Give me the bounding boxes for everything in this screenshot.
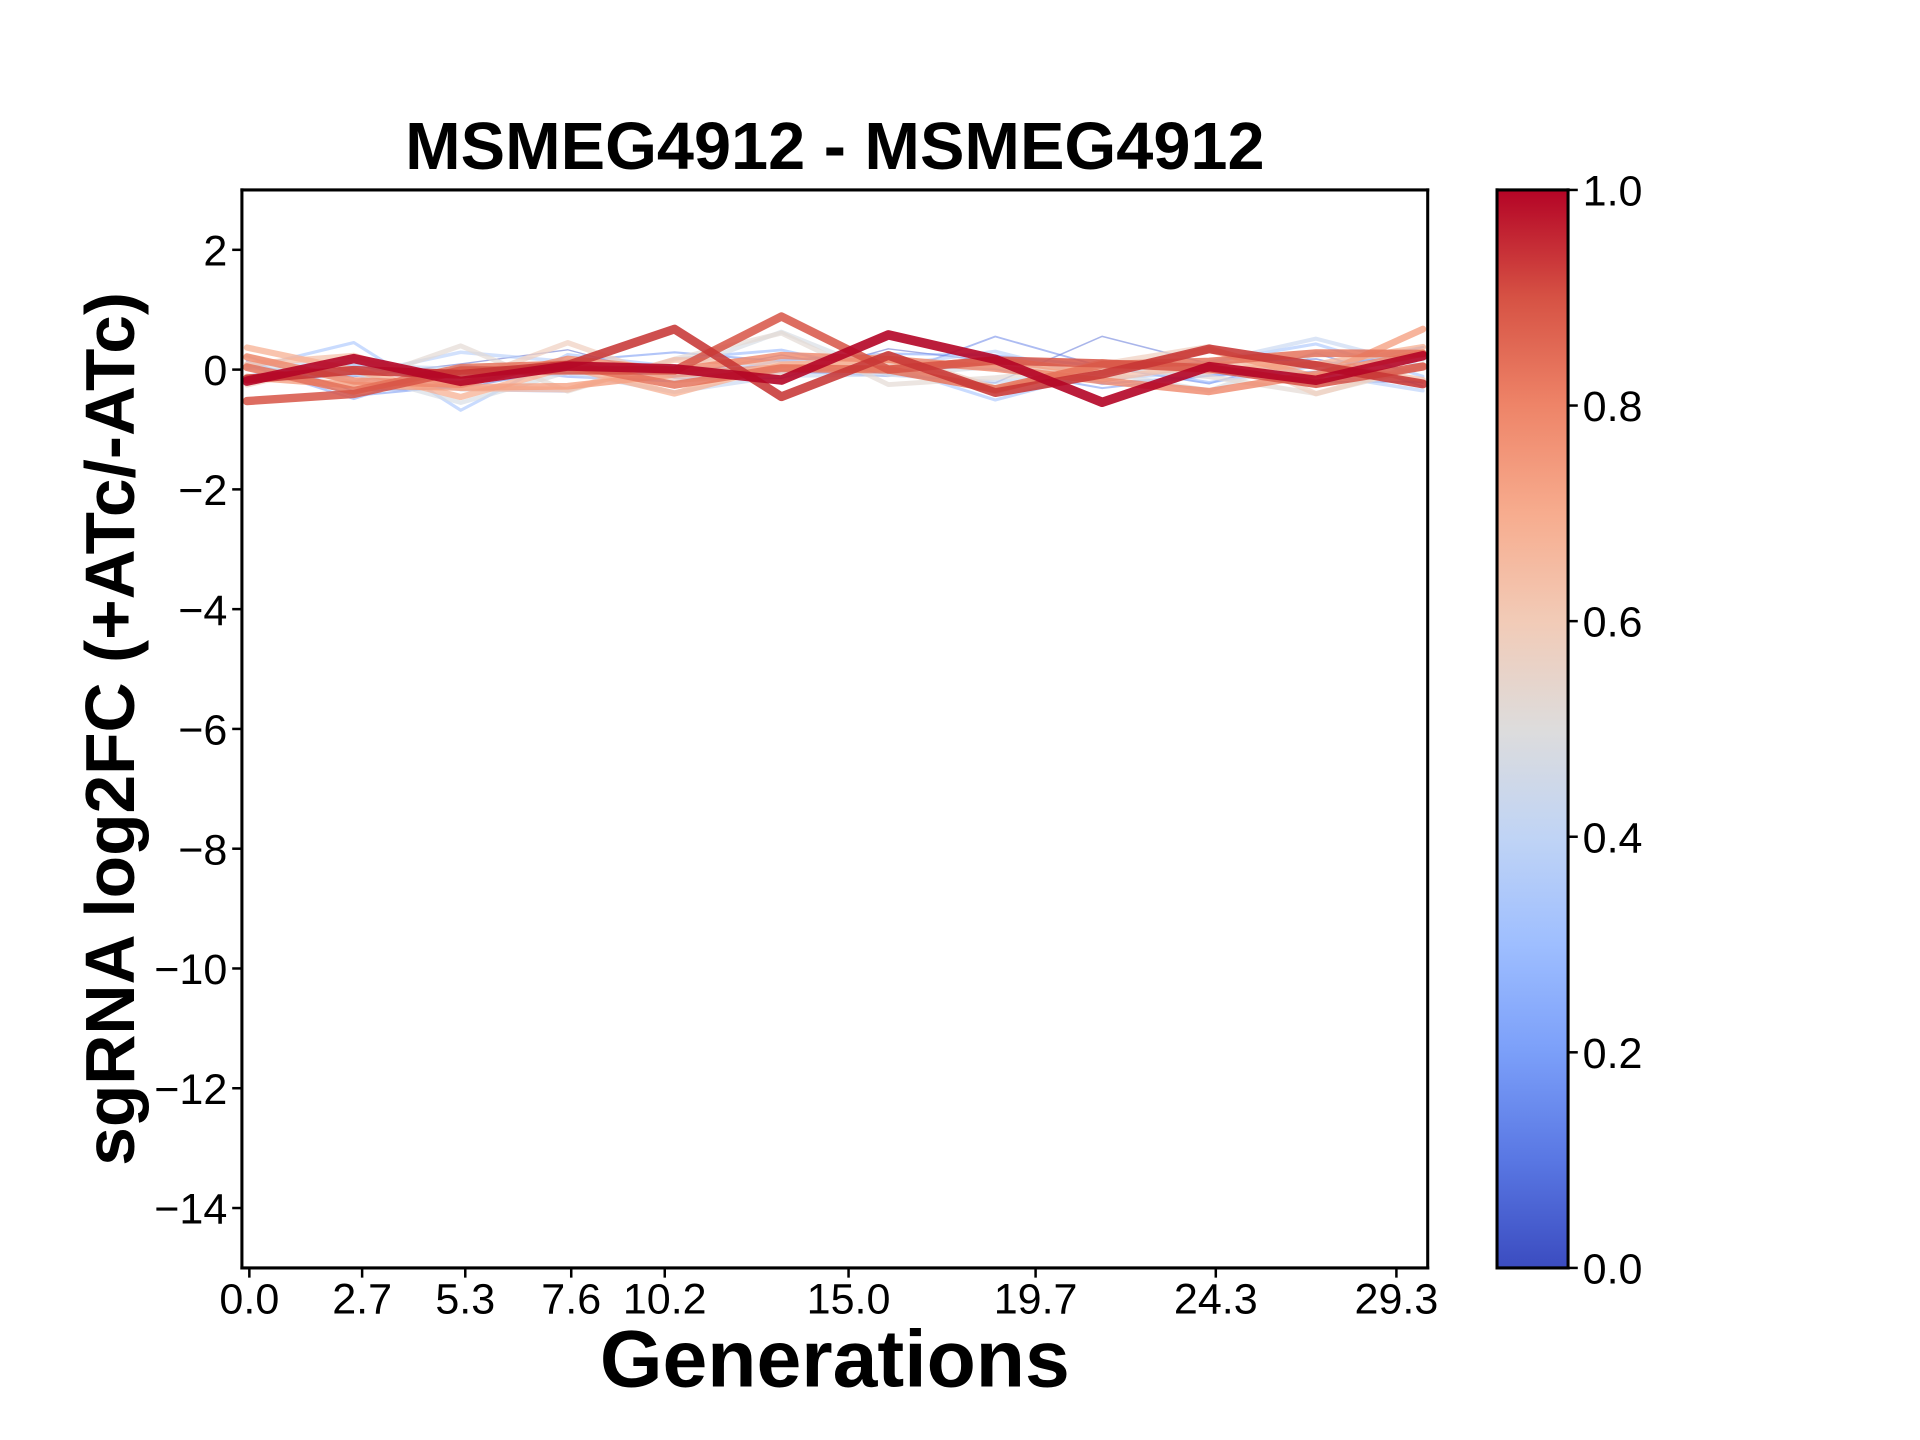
svg-text:−10: −10 xyxy=(154,946,227,994)
svg-text:−12: −12 xyxy=(154,1066,227,1114)
svg-text:7.6: 7.6 xyxy=(541,1276,601,1324)
svg-text:−4: −4 xyxy=(178,587,227,635)
svg-text:−2: −2 xyxy=(178,467,227,515)
svg-text:2.7: 2.7 xyxy=(332,1276,392,1324)
svg-text:24.3: 24.3 xyxy=(1174,1276,1258,1324)
svg-text:0.2: 0.2 xyxy=(1583,1030,1643,1078)
svg-text:sgRNA log2FC (+ATc/-ATc): sgRNA log2FC (+ATc/-ATc) xyxy=(71,292,149,1166)
svg-text:1.0: 1.0 xyxy=(1583,168,1643,216)
svg-text:−14: −14 xyxy=(154,1186,227,1234)
svg-text:0.4: 0.4 xyxy=(1583,814,1643,862)
svg-text:−8: −8 xyxy=(178,826,227,874)
svg-text:MSMEG4912 - MSMEG4912: MSMEG4912 - MSMEG4912 xyxy=(405,110,1264,184)
svg-text:0.0: 0.0 xyxy=(219,1276,279,1324)
svg-text:2: 2 xyxy=(203,227,227,275)
svg-text:0: 0 xyxy=(203,347,227,395)
svg-text:29.3: 29.3 xyxy=(1355,1276,1439,1324)
svg-text:Generations: Generations xyxy=(600,1315,1070,1405)
svg-text:−6: −6 xyxy=(178,707,227,755)
svg-text:0.8: 0.8 xyxy=(1583,383,1643,431)
svg-text:0.6: 0.6 xyxy=(1583,599,1643,647)
svg-text:0.0: 0.0 xyxy=(1583,1246,1643,1294)
svg-text:5.3: 5.3 xyxy=(435,1276,495,1324)
